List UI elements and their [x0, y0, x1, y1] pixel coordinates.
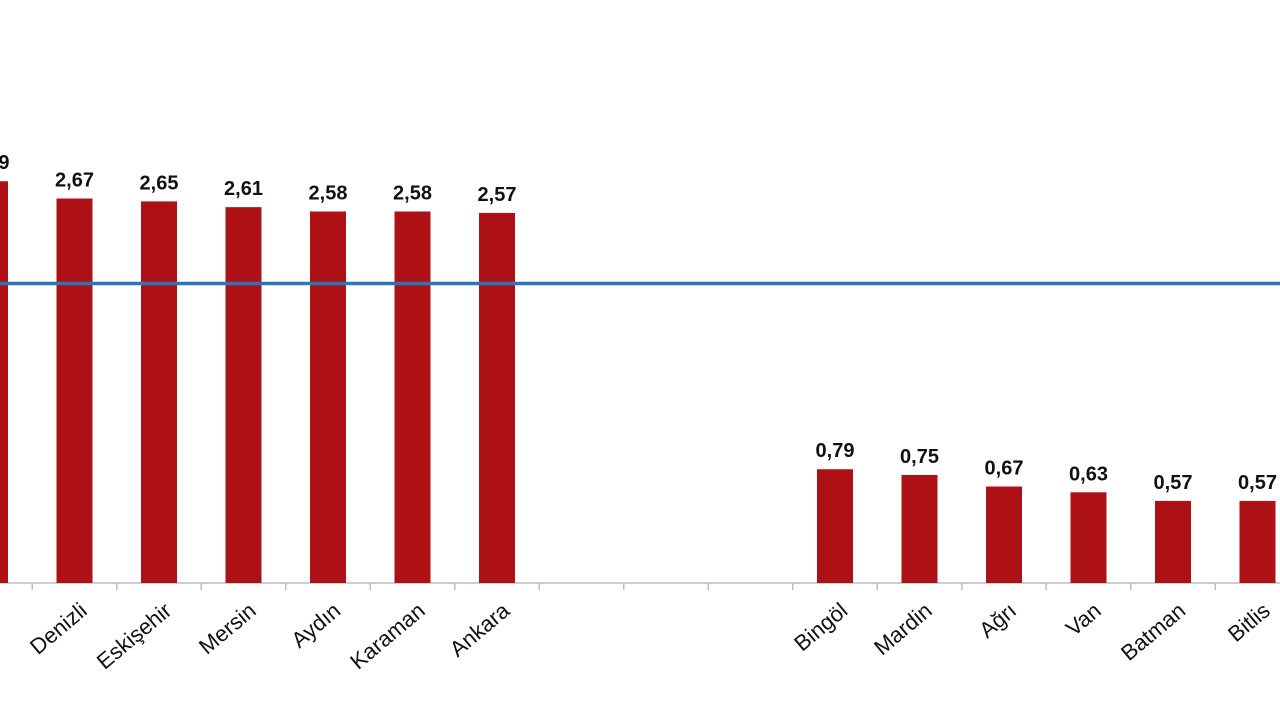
bar — [310, 211, 346, 584]
value-label: 0,57 — [1238, 472, 1277, 494]
value-label: 2,67 — [55, 170, 94, 192]
value-label: 0,75 — [900, 446, 939, 468]
category-label: Mardin — [869, 598, 937, 660]
category-label: Mersin — [194, 598, 261, 660]
bar — [141, 201, 177, 583]
bar — [1070, 492, 1107, 583]
category-label: Batman — [1116, 598, 1190, 666]
category-label: Van — [1061, 598, 1106, 641]
bar — [986, 486, 1022, 583]
bar — [225, 207, 262, 583]
value-label: 2,58 — [393, 182, 432, 204]
category-label: Karaman — [345, 598, 429, 675]
category-label: Denizli — [25, 598, 92, 660]
value-label: 0,57 — [1154, 472, 1193, 494]
value-label: 2,65 — [140, 172, 179, 194]
bar — [901, 475, 938, 583]
value-label: 0,63 — [1069, 463, 1108, 485]
bar — [394, 211, 431, 584]
category-label: Bitlis — [1223, 598, 1275, 647]
value-label: 0,79 — [816, 440, 855, 462]
category-label: Bingöl — [789, 598, 852, 656]
category-label: Aydın — [286, 598, 345, 653]
value-label: 2,57 — [478, 184, 517, 206]
value-label: 0,67 — [985, 458, 1024, 480]
bar — [817, 469, 853, 583]
bar — [56, 198, 93, 583]
bar — [1239, 500, 1276, 583]
bar — [0, 181, 8, 584]
value-label: 2,58 — [309, 182, 348, 204]
bar — [1155, 500, 1191, 583]
value-label: 2,61 — [224, 178, 263, 200]
category-label: Ankara — [445, 597, 515, 661]
value-label: 2,79 — [0, 152, 9, 174]
bar — [479, 212, 515, 584]
category-label: Ağrı — [974, 598, 1021, 643]
category-label: Eskişehir — [92, 598, 176, 675]
